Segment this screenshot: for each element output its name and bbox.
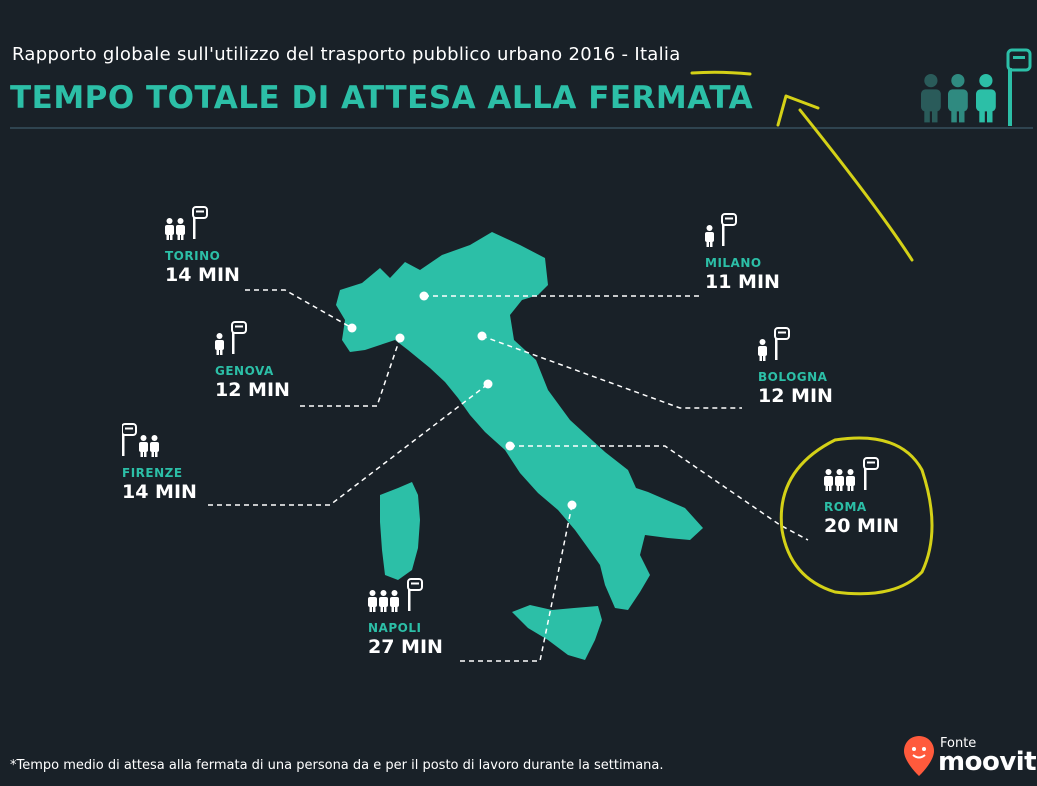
connector-torino xyxy=(245,289,353,329)
city-name: MILANO xyxy=(705,256,762,270)
moovit-brand: Fonte moovit xyxy=(902,732,1037,780)
dot-firenze xyxy=(483,379,493,389)
milano-wait-icons xyxy=(705,213,737,247)
city-wait-time: 27 MIN xyxy=(368,636,443,658)
city-firenze: FIRENZE 14 MIN xyxy=(121,422,197,503)
city-name: TORINO xyxy=(165,249,221,263)
dot-napoli xyxy=(567,500,577,510)
arrow-annotation-shaft xyxy=(798,108,914,262)
roma-wait-icons xyxy=(824,457,879,491)
city-name: GENOVA xyxy=(215,364,274,378)
year-underline-annotation xyxy=(690,70,752,76)
city-napoli: NAPOLI 27 MIN xyxy=(368,577,443,658)
bus-stop-sign-icon xyxy=(407,578,423,612)
napoli-wait-icons xyxy=(368,578,423,612)
city-name: FIRENZE xyxy=(122,466,183,480)
dot-torino xyxy=(347,323,357,333)
arrow-annotation-head xyxy=(776,94,820,127)
bus-stop-sign-icon xyxy=(192,206,208,240)
sicily xyxy=(512,605,602,660)
dot-bologna xyxy=(477,331,487,341)
brand-name: moovit xyxy=(938,747,1037,777)
moovit-logo-icon xyxy=(904,736,934,776)
sardinia xyxy=(380,482,420,580)
person-icon xyxy=(165,218,174,240)
person-icon xyxy=(379,590,388,612)
city-bologna: BOLOGNA 12 MIN xyxy=(758,326,833,407)
bologna-wait-icons xyxy=(758,327,790,361)
connector-roma xyxy=(510,445,809,541)
subtitle-year: 2016 xyxy=(568,44,616,65)
subtitle-suffix: - Italia xyxy=(615,44,681,65)
person-icon xyxy=(368,590,377,612)
header-people-icon xyxy=(921,74,996,123)
connector-firenze xyxy=(208,383,489,506)
bus-stop-sign-icon xyxy=(863,457,879,491)
dot-roma xyxy=(505,441,515,451)
person-icon xyxy=(215,333,224,355)
subtitle-prefix: Rapporto globale sull'utilizzo del trasp… xyxy=(12,44,569,65)
city-wait-time: 12 MIN xyxy=(758,385,833,407)
city-wait-time: 20 MIN xyxy=(824,515,899,537)
city-wait-time: 12 MIN xyxy=(215,379,290,401)
torino-wait-icons xyxy=(165,206,208,240)
bus-stop-sign-icon xyxy=(774,327,790,361)
connector-genova xyxy=(300,337,401,407)
roma-circle-annotation xyxy=(779,436,934,596)
person-icon xyxy=(150,435,159,457)
italy-mainland xyxy=(336,232,703,610)
page-title: TEMPO TOTALE DI ATTESA ALLA FERMATA xyxy=(10,80,754,116)
firenze-wait-icons xyxy=(121,423,159,457)
header-bus-stop-icon xyxy=(1006,48,1032,126)
person-icon xyxy=(390,590,399,612)
city-wait-time: 14 MIN xyxy=(165,264,240,286)
city-genova: GENOVA 12 MIN xyxy=(215,320,290,401)
report-subtitle: Rapporto globale sull'utilizzo del trasp… xyxy=(12,44,681,65)
bus-stop-sign-icon xyxy=(721,213,737,247)
dot-milano xyxy=(419,291,429,301)
person-icon xyxy=(846,469,855,491)
city-name: ROMA xyxy=(824,500,867,514)
italy-map xyxy=(336,232,703,660)
bus-stop-sign-icon xyxy=(231,321,247,355)
city-torino: TORINO 14 MIN xyxy=(165,205,240,286)
person-icon xyxy=(824,469,833,491)
dot-genova xyxy=(395,333,405,343)
city-name: BOLOGNA xyxy=(758,370,828,384)
person-icon xyxy=(835,469,844,491)
city-wait-time: 14 MIN xyxy=(122,481,197,503)
brand-source-label: Fonte xyxy=(940,736,977,751)
person-icon xyxy=(139,435,148,457)
footnote: *Tempo medio di attesa alla fermata di u… xyxy=(10,758,664,773)
city-milano: MILANO 11 MIN xyxy=(705,212,780,293)
city-name: NAPOLI xyxy=(368,621,422,635)
city-wait-time: 11 MIN xyxy=(705,271,780,293)
person-icon xyxy=(758,339,767,361)
connector-bologna xyxy=(481,335,742,409)
city-roma: ROMA 20 MIN xyxy=(824,456,899,537)
genova-wait-icons xyxy=(215,321,247,355)
header-divider xyxy=(10,127,1033,129)
person-icon xyxy=(705,225,714,247)
person-icon xyxy=(176,218,185,240)
bus-stop-sign-icon xyxy=(121,423,137,457)
